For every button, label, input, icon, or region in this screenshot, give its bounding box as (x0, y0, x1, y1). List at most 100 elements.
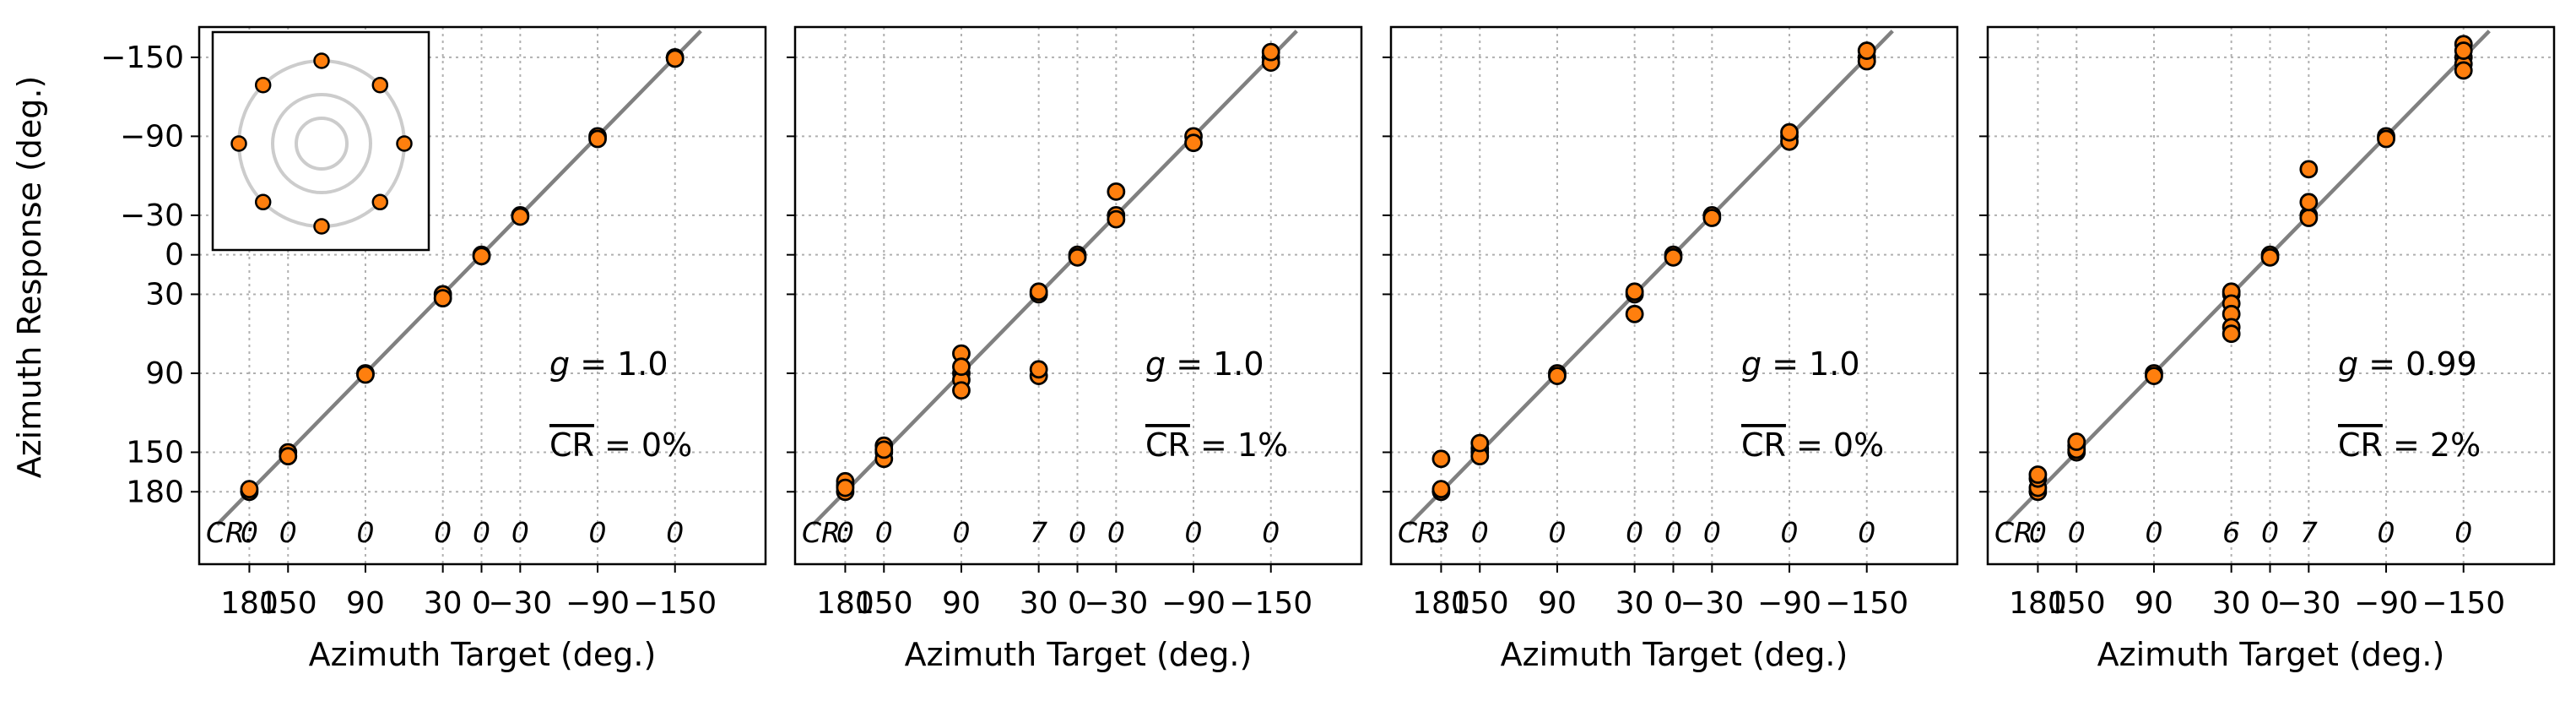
data-point (2454, 61, 2473, 80)
data-point (2222, 324, 2241, 344)
x-tick-label: −30 (488, 586, 552, 621)
data-point (2145, 367, 2163, 385)
cr-count: 0 (1626, 516, 1643, 549)
x-tick-label: 90 (1538, 586, 1577, 621)
grid (1988, 27, 2554, 564)
x-tick-label: 0 (1068, 586, 1087, 621)
cr-count: 0 (1548, 516, 1566, 549)
inset-speaker (313, 52, 330, 69)
diagonal-line (215, 30, 702, 526)
cr-prefix: CR: (1398, 516, 1446, 549)
data-point (1470, 433, 1490, 453)
data-point (279, 447, 298, 466)
data-point (1702, 209, 1722, 227)
data-point (836, 478, 855, 497)
data-points (836, 42, 1280, 502)
cr-count: 0 (1185, 516, 1203, 549)
data-point (1548, 367, 1567, 385)
x-tick-label: −90 (2354, 586, 2418, 621)
x-tick-label: −30 (2276, 586, 2341, 621)
inset-speaker (254, 76, 272, 94)
cr-count: 0 (2261, 516, 2279, 549)
cr-count: 0 (1781, 516, 1799, 549)
y-axis (787, 56, 795, 493)
data-point (1780, 122, 1799, 142)
cr-count: 0 (241, 516, 258, 549)
y-axis-label: Azimuth Response (deg.) (11, 76, 48, 479)
data-point (1431, 449, 1451, 469)
data-point (1184, 133, 1203, 153)
x-tick-label: 150 (259, 586, 317, 621)
data-point (511, 207, 530, 226)
y-tick-label: −90 (120, 119, 184, 154)
cr-count: 0 (2145, 516, 2162, 549)
data-point (1625, 282, 1644, 302)
data-points (1431, 41, 1876, 502)
cr-count: 0 (356, 516, 374, 549)
x-tick-label: 90 (346, 586, 385, 621)
inset-frame (211, 30, 430, 252)
inset-ring (271, 93, 372, 194)
inset-speaker (396, 135, 413, 152)
cr-annotation: CR = 0% (549, 427, 692, 464)
cr-count: 0 (473, 516, 490, 549)
x-tick-label: 150 (2048, 586, 2106, 621)
x-tick-label: 90 (2135, 586, 2173, 621)
inset-speaker (313, 218, 330, 235)
data-point (472, 247, 491, 266)
cr-count: 0 (875, 516, 893, 549)
cr-count: 0 (1069, 516, 1086, 549)
data-point (1261, 42, 1280, 62)
cr-annotation: CR = 0% (1741, 427, 1884, 464)
data-point (2377, 129, 2395, 149)
diagonal-line (1407, 30, 1894, 526)
x-tick-label: −150 (2422, 586, 2505, 621)
data-point (952, 357, 971, 377)
cr-count: 0 (279, 516, 297, 549)
x-tick-label: 0 (2260, 586, 2280, 621)
cr-count: 0 (2068, 516, 2086, 549)
x-tick-label: 90 (942, 586, 981, 621)
cr-prefix: CR: (1994, 516, 2043, 549)
inset-ring (295, 117, 349, 171)
x-tick-label: −30 (1084, 586, 1148, 621)
cr-count: 0 (1664, 516, 1682, 549)
inset-speaker (230, 135, 247, 152)
cr-count: 0 (511, 516, 529, 549)
data-point (952, 381, 971, 400)
cr-count: 0 (836, 516, 854, 549)
data-point (2299, 193, 2319, 212)
x-tick-label: −90 (566, 586, 630, 621)
x-tick-label: −150 (1825, 586, 1908, 621)
cr-count: 3 (1432, 516, 1450, 549)
x-tick-label: 180 (816, 586, 874, 621)
cr-count: 0 (589, 516, 607, 549)
y-tick-label: 30 (145, 277, 184, 312)
data-points (240, 47, 685, 502)
cr-count: 6 (2222, 516, 2240, 549)
speaker-layout-inset (211, 30, 430, 252)
diagonal-line (2004, 30, 2491, 526)
cr-count: 0 (666, 516, 684, 549)
x-axis-label: Azimuth Target (deg.) (309, 636, 657, 673)
cr-count: 0 (1858, 516, 1875, 549)
data-point (1068, 247, 1087, 267)
x-axis-label: Azimuth Target (deg.) (2097, 636, 2445, 673)
data-point (2260, 247, 2280, 267)
x-tick-label: 30 (424, 586, 463, 621)
y-axis (1979, 56, 1988, 493)
data-point (1857, 41, 1876, 60)
axes-frame (1389, 25, 1959, 566)
x-tick-label: 150 (1451, 586, 1509, 621)
cr-count: 0 (2378, 516, 2395, 549)
data-point (1107, 209, 1126, 229)
data-point (2454, 41, 2473, 60)
data-point (2299, 160, 2319, 179)
data-point (2299, 209, 2319, 227)
cr-count: 0 (2454, 516, 2472, 549)
data-points (2028, 35, 2473, 502)
data-point (2067, 432, 2086, 451)
